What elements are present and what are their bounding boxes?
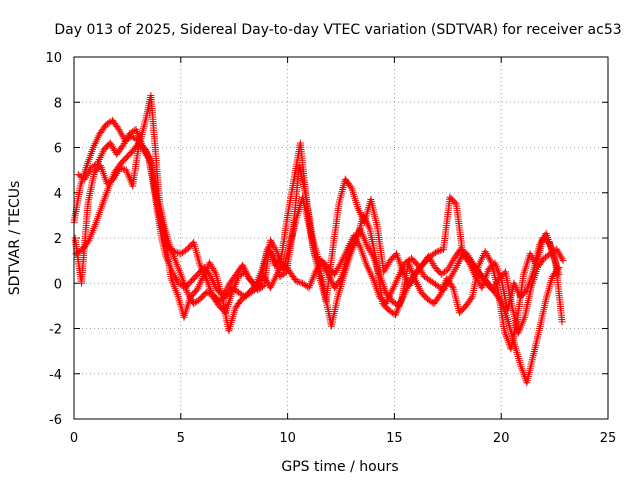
data-point-plus <box>435 292 443 300</box>
data-point-plus <box>558 318 566 326</box>
y-axis-label: SDTVAR / TECUs <box>7 181 23 296</box>
x-tick-label: 5 <box>177 431 185 446</box>
data-point-plus <box>118 164 125 172</box>
data-points <box>70 92 567 387</box>
y-tick-label: 0 <box>54 277 62 292</box>
y-tick-label: 8 <box>54 96 62 111</box>
y-tick-label: -4 <box>49 368 62 383</box>
data-point-plus <box>347 183 355 191</box>
y-tick-label: 6 <box>54 142 62 157</box>
data-point-plus <box>175 249 183 257</box>
plot-frame <box>73 56 609 420</box>
data-point-plus <box>107 141 115 149</box>
x-tick-label: 0 <box>70 431 78 446</box>
data-point-plus <box>428 258 436 266</box>
data-point-plus <box>451 199 459 207</box>
chart-title: Day 013 of 2025, Sidereal Day-to-day VTE… <box>54 22 621 38</box>
data-point-plus <box>448 282 456 290</box>
grid-lines <box>74 57 608 419</box>
data-point-plus <box>292 277 300 285</box>
data-point-plus <box>334 265 342 272</box>
data-point-plus <box>118 131 126 139</box>
y-tick-label: 10 <box>45 51 62 66</box>
x-tick-label: 10 <box>279 431 296 446</box>
y-tick-label: 2 <box>54 232 62 247</box>
data-point-plus <box>557 253 565 261</box>
data-point-plus <box>295 278 303 286</box>
x-tick-label: 20 <box>493 431 510 446</box>
data-point-plus <box>435 247 443 255</box>
data-point-plus <box>467 294 475 302</box>
data-point-plus <box>482 250 490 257</box>
data-point-plus <box>365 245 373 253</box>
data-point-plus <box>432 249 439 257</box>
y-tick-labels: -6 -4 -2 0 2 4 6 8 10 <box>45 51 62 428</box>
data-point-plus <box>297 279 305 287</box>
data-point-plus <box>433 248 441 256</box>
y-tick-label: 4 <box>54 187 62 202</box>
data-point-plus <box>172 248 180 256</box>
data-point-plus <box>119 141 127 149</box>
data-point-plus <box>256 281 264 289</box>
data-point-plus <box>267 236 274 244</box>
y-tick-label: -6 <box>49 413 62 428</box>
y-tick-label: -2 <box>49 323 62 338</box>
data-point-plus <box>311 268 319 276</box>
data-point-plus <box>559 257 567 265</box>
data-point-plus <box>447 273 455 281</box>
x-tick-label: 25 <box>600 431 617 446</box>
x-tick-label: 15 <box>386 431 403 446</box>
x-tick-labels: 0 5 10 15 20 25 <box>70 431 616 446</box>
data-point-plus <box>208 263 216 271</box>
data-point-plus <box>119 165 127 173</box>
x-axis-label: GPS time / hours <box>281 459 398 475</box>
